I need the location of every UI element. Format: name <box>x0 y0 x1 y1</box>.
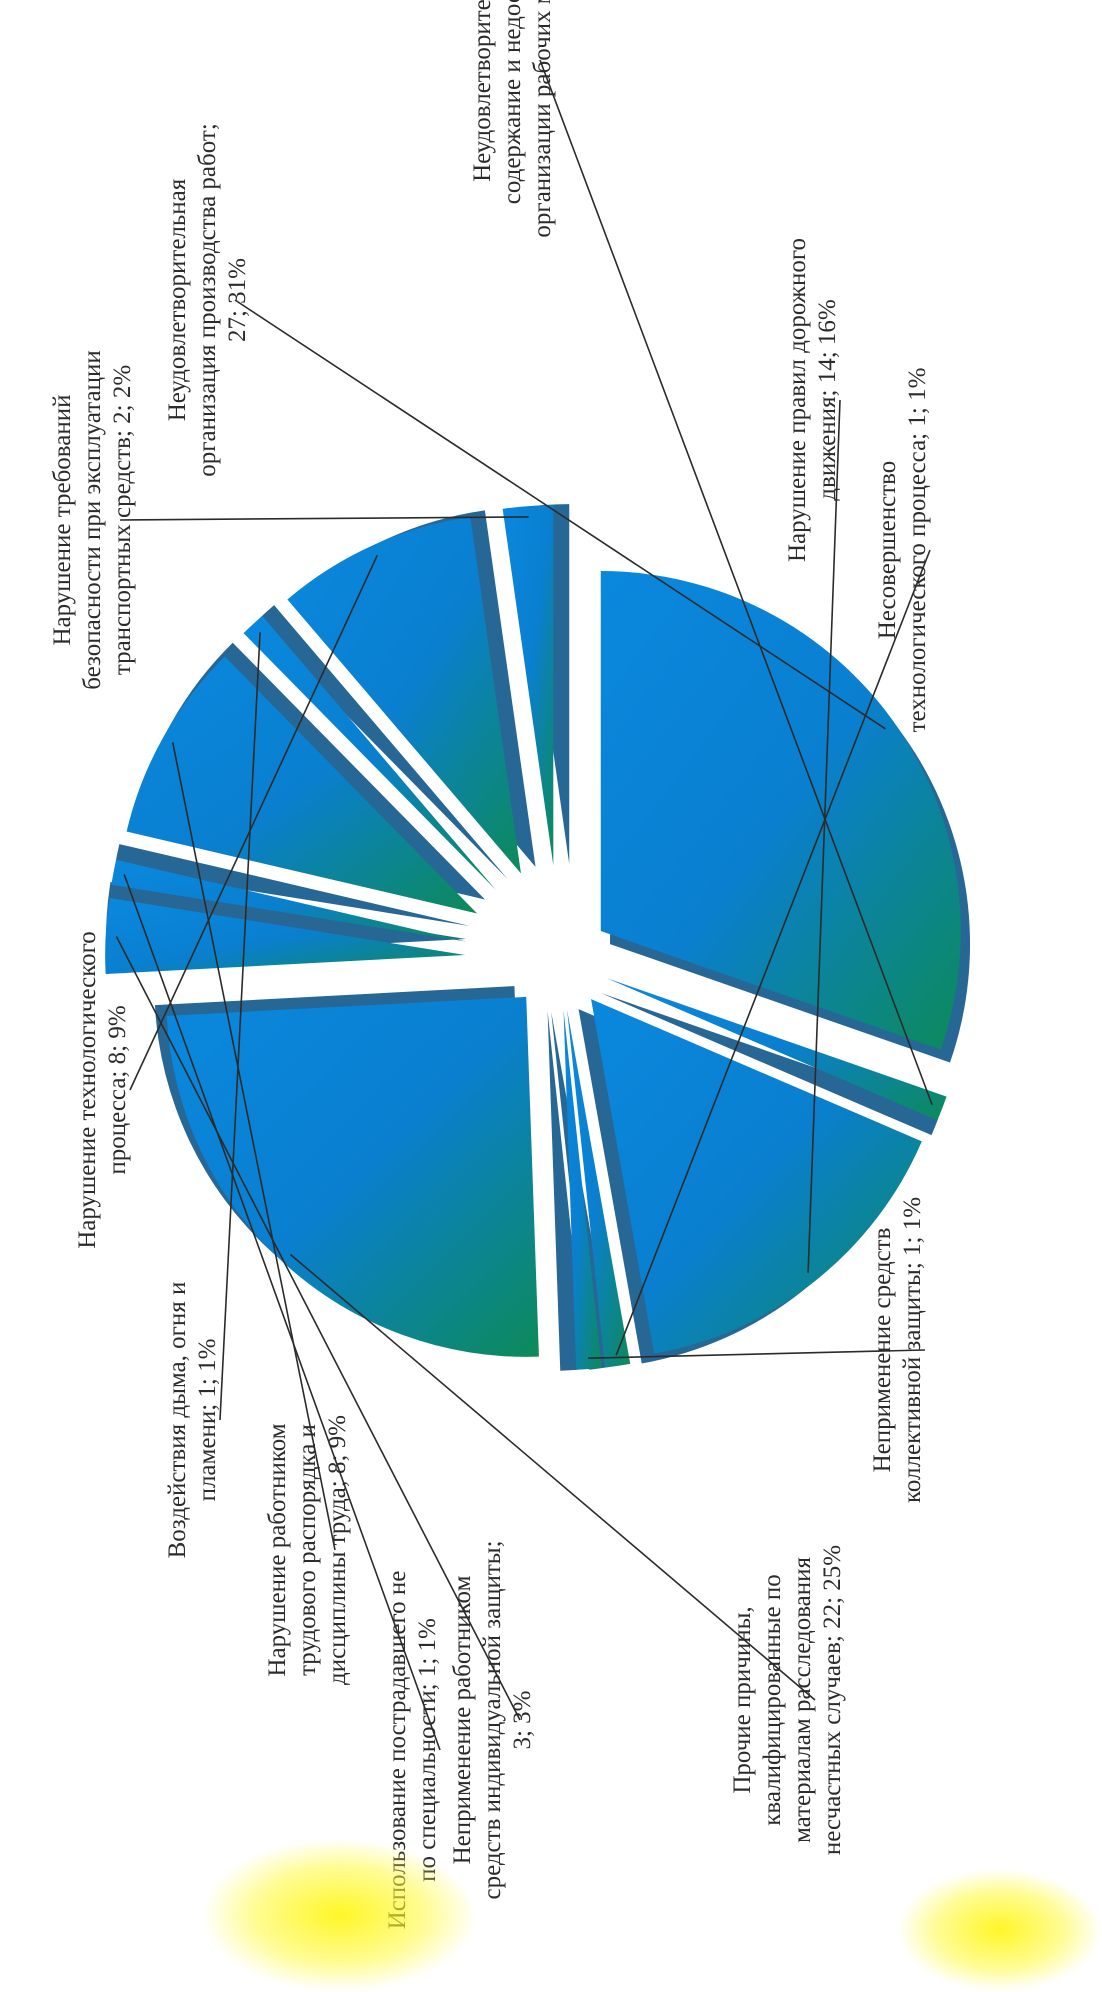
pie-slice <box>600 571 961 1050</box>
slice-label: Нарушение технологического процесса; 8; 9… <box>74 931 131 1249</box>
pie-slice <box>243 615 496 890</box>
leader-line <box>588 1349 926 1360</box>
slice-label: Нарушение правил дорожного движения; 14; … <box>784 238 841 562</box>
slice-label: Неудовлетворительная организация производ… <box>164 123 251 477</box>
pie-slice-side <box>600 993 941 1136</box>
slice-label: Нарушение требований безопасности при экс… <box>49 350 136 690</box>
leader-line <box>615 549 931 1356</box>
pie-slice <box>502 505 554 866</box>
leader-line <box>123 874 441 1751</box>
pie-slice-side <box>255 605 508 880</box>
leader-line <box>539 59 933 1105</box>
leader-line <box>234 299 886 730</box>
leader-line <box>129 554 379 1091</box>
leader-line <box>115 936 521 1721</box>
highlight-mark <box>900 1870 1100 1990</box>
pie-slice <box>287 516 521 874</box>
slice-label: Нарушение работником трудового распорядка… <box>264 1415 351 1685</box>
slice-label: Неудовлетворительное содержание и недоста… <box>469 0 556 238</box>
slice-label: Несовершенство технологического процесса;… <box>874 368 931 733</box>
pie-slice <box>567 1009 631 1368</box>
slice-label: Неприменение средств коллективной защиты;… <box>869 1197 926 1503</box>
pie-slice <box>126 656 478 914</box>
leader-line <box>219 632 261 1421</box>
highlight-mark <box>205 1840 475 1990</box>
leader-line <box>289 1253 816 1701</box>
pie-slice <box>591 999 922 1354</box>
slice-label: Воздействия дыма, огня и пламени; 1; 1% <box>164 1282 221 1559</box>
pie-slice-side <box>114 844 470 926</box>
leader-line <box>119 516 529 521</box>
pie-slice <box>563 1009 602 1370</box>
leader-line <box>807 399 841 1273</box>
pie-slice <box>606 978 947 1121</box>
slice-label: Прочие причины, квалифицированные по матер… <box>729 1545 846 1855</box>
pie-slice <box>166 996 539 1357</box>
slice-label: Неприменение работником средств индивидуа… <box>449 1540 536 1899</box>
leader-line <box>171 742 336 1551</box>
pie-slice <box>105 898 466 975</box>
